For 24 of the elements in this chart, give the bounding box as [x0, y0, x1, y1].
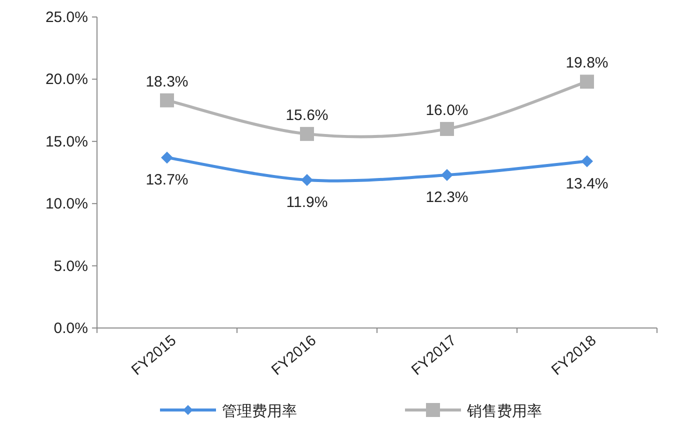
point — [580, 74, 594, 89]
point — [581, 155, 593, 168]
data-label: 19.8% — [566, 54, 608, 72]
data-label: 12.3% — [426, 188, 468, 206]
data-label: 18.3% — [146, 73, 188, 90]
data-label: 13.4% — [566, 175, 608, 192]
data-label: 13.7% — [146, 172, 188, 189]
y-tick-label: 5.0% — [54, 258, 88, 275]
y-tick-label: 15.0% — [45, 133, 88, 150]
y-tick-label: 25.0% — [45, 9, 88, 26]
point — [301, 174, 313, 186]
y-tick-label: 10.0% — [45, 196, 88, 213]
data-label: 16.0% — [426, 102, 468, 119]
point — [160, 93, 174, 108]
data-label: 15.6% — [286, 106, 328, 124]
point — [300, 126, 314, 141]
point — [441, 168, 453, 181]
data-label: 11.9% — [286, 194, 328, 211]
legend-label: 管理费用率 — [222, 403, 297, 420]
point — [440, 122, 454, 136]
y-tick-label: 0.0% — [54, 320, 88, 337]
legend-label: 销售费用率 — [466, 403, 542, 420]
point — [161, 152, 173, 164]
y-tick-label: 20.0% — [45, 71, 88, 88]
